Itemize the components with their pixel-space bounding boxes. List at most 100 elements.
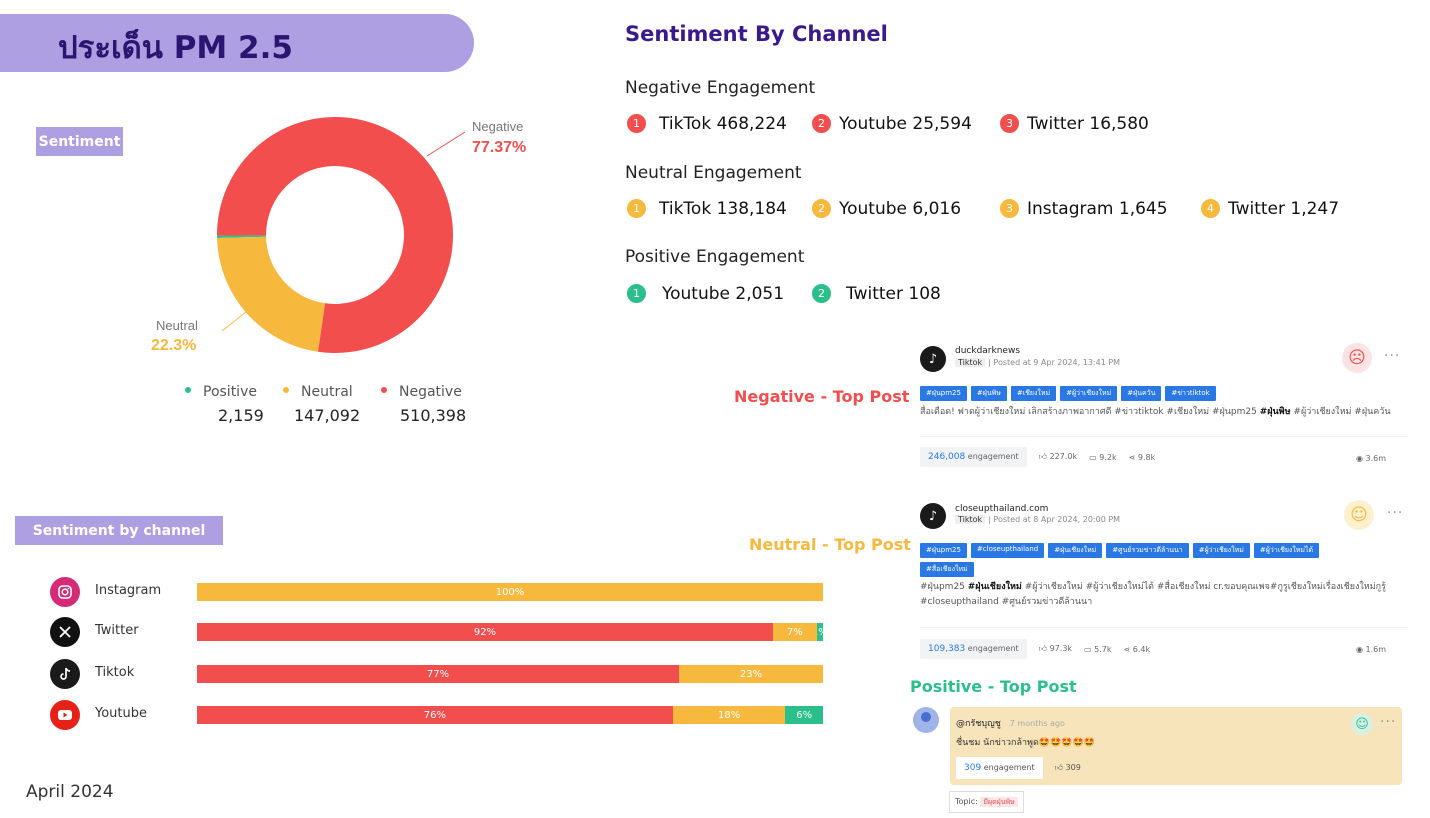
positive-engagement-heading: Positive Engagement [625,247,805,267]
shares-stat: ⋖ 6.4k [1124,645,1151,654]
hashtag-chip[interactable]: #ฝุ่นpm25 [920,543,967,558]
hashtag-chip[interactable]: #ผู้ว่าเชียงใหม่ [1192,543,1250,558]
comment-icon: ▭ [1084,644,1092,654]
engagement-word: engagement [967,452,1019,461]
share-icon: ⋖ [1128,452,1136,462]
rank-badge: 2 [810,282,833,305]
hashtag-chip[interactable]: #ฝุ่นpm25 [920,386,967,401]
post-time: 7 months ago [1009,719,1065,728]
hashtag-chip[interactable]: #ฝุ่นพิษ [970,386,1007,401]
negative-engagement-heading: Negative Engagement [625,78,816,98]
topic-chip[interactable]: มีผุดฝุ่นพิษ [980,797,1018,807]
instagram-icon [50,577,80,607]
donut-slice-neutral [217,236,326,352]
engagement-text: Youtube 6,016 [839,198,962,219]
more-options-icon[interactable]: ··· [1387,505,1404,521]
engagement-text: Youtube 2,051 [662,283,785,304]
post-author[interactable]: closeupthailand.com [955,504,1049,514]
channel-label: Tiktok [95,665,135,680]
legend-positive-label: Positive [203,384,257,400]
likes-stat: 👍︎ 97.3k [1039,644,1072,654]
rank-badge: 3 [998,197,1021,220]
engagement-text: Youtube 25,594 [839,113,972,134]
rank-badge: 3 [998,112,1021,135]
channel-label: Youtube [95,706,147,721]
legend-neutral-value: 147,092 [294,406,361,425]
thumbs-up-icon: 👍︎ [1054,763,1064,772]
engagement-text: TikTok 468,224 [659,113,787,134]
likes-value: 97.3k [1049,644,1073,653]
hashtag-chip[interactable]: #ผู้ว่าเชียงใหม่ได้ [1253,543,1320,558]
channel-label: Instagram [95,583,162,598]
engagement-text: Instagram 1,645 [1027,198,1168,219]
post-author[interactable]: @กรัชบุญชู [956,719,1001,729]
shares-value: 9.8k [1137,452,1156,462]
legend-positive-value: 2,159 [218,406,264,425]
post-text: ชื่นชม นักข่าวกล้าพูด🤩🤩🤩🤩🤩 [956,738,1095,748]
post-author[interactable]: duckdarknews [955,346,1021,356]
stacked-bar: 77% 23% [197,665,823,683]
sentiment-donut-chart: Negative 77.37% Neutral 22.3% [151,117,526,354]
report-date: April 2024 [26,782,114,802]
bar-segment-neutral: 100% [197,583,823,601]
more-options-icon[interactable]: ··· [1380,714,1397,730]
legend-positive: Positive [185,384,257,400]
negative-top-post[interactable]: ♪ duckdarknews Tiktok | Posted at 9 Apr 2… [918,343,1408,470]
post-source: Tiktok [955,515,986,524]
legend-negative-label: Negative [399,384,462,400]
bar-segment-neutral: 18% [672,706,786,724]
likes-value: 227.0k [1049,452,1078,461]
hashtag-chip[interactable]: #เชียงใหม่ [1010,386,1057,401]
views-value: 3.6m [1365,454,1386,463]
eye-icon: ◉ [1355,645,1363,654]
post-meta: Tiktok | Posted at 9 Apr 2024, 13:41 PM [955,358,1120,367]
rank-badge: 1 [625,282,648,305]
post-text-bold: #ฝุ่นเชียงใหม่ [967,582,1022,592]
engagement-badge: 246,008 engagement [920,447,1027,467]
comments-stat: ▭ 5.7k [1084,645,1111,654]
comments-value: 9.2k [1099,452,1117,462]
sentiment-by-channel-tag: Sentiment by channel [15,516,223,545]
hashtag-chip[interactable]: #ฝุ่นเชียงใหม่ [1048,543,1103,558]
hashtag-chip[interactable]: #สื่อเชียงใหม่ [920,562,974,577]
likes-stat: 👍︎ 309 [1055,763,1081,773]
comments-stat: ▭ 9.2k [1089,453,1116,462]
eye-icon: ◉ [1355,454,1363,463]
post-text: #ฝุ่นpm25 #ฝุ่นเชียงใหม่ #ผู้ว่าเชียงใหม… [920,580,1400,610]
engagement-badge: 109,383 engagement [920,639,1027,659]
post-text-part: สื่อเดือด! ฟาดผู้ว่าเชียงใหม่ เลิกสร้างภ… [920,407,1260,417]
sentiment-tag: Sentiment [36,127,123,156]
bar-segment-neutral: 7% [772,623,817,641]
hashtag-chip[interactable]: #closeupthailand [970,543,1045,558]
more-options-icon[interactable]: ··· [1384,348,1401,364]
hashtag-chip[interactable]: #ฝุ่นควัน [1121,386,1162,401]
hashtag-chip[interactable]: #ศูนย์รวมข่าวดีล้านนา [1106,543,1189,558]
thumbs-up-icon: 👍︎ [1038,452,1048,461]
page-title: ประเด็น PM 2.5 [58,30,293,66]
positive-top-post[interactable]: @กรัชบุญชู 7 months ago ☺ ··· ชื่นชม นัก… [950,707,1402,785]
negative-engagement-item: 3 Twitter 16,580 [998,112,1149,135]
negative-face-icon: ☹ [1342,343,1372,373]
bar-segment-negative: 76% [197,706,673,724]
donut-legend: Positive Neutral Negative 2,159 147,092 … [170,380,500,430]
tiktok-icon [50,659,80,689]
hashtag-chip[interactable]: #ข่าวtiktok [1165,386,1216,401]
shares-stat: ⋖ 9.8k [1129,453,1156,462]
engagement-badge: 309 engagement [956,757,1043,779]
sentiment-by-channel-title: Sentiment By Channel [625,22,888,46]
post-tags: #ฝุ่นpm25 #ฝุ่นพิษ #เชียงใหม่ #ผู้ว่าเชี… [920,386,1350,401]
neutral-label-pct: 22.3% [151,337,196,354]
negative-leader-line [426,131,466,157]
rank-badge: 2 [810,197,833,220]
youtube-icon [50,700,80,730]
post-divider [920,436,1408,437]
hashtag-chip[interactable]: #ผู้ว่าเชียงใหม่ [1060,386,1118,401]
post-text: สื่อเดือด! ฟาดผู้ว่าเชียงใหม่ เลิกสร้างภ… [920,405,1400,420]
neutral-top-post[interactable]: ♪ closeupthailand.com Tiktok | Posted at … [918,500,1408,663]
donut-slice-positive [217,235,267,239]
views-value: 1.6m [1365,645,1386,654]
rank-badge: 2 [810,112,833,135]
legend-negative-dot [381,387,387,393]
channel-label: Twitter [95,623,139,638]
stacked-bar: 92%7%1% [197,623,823,641]
